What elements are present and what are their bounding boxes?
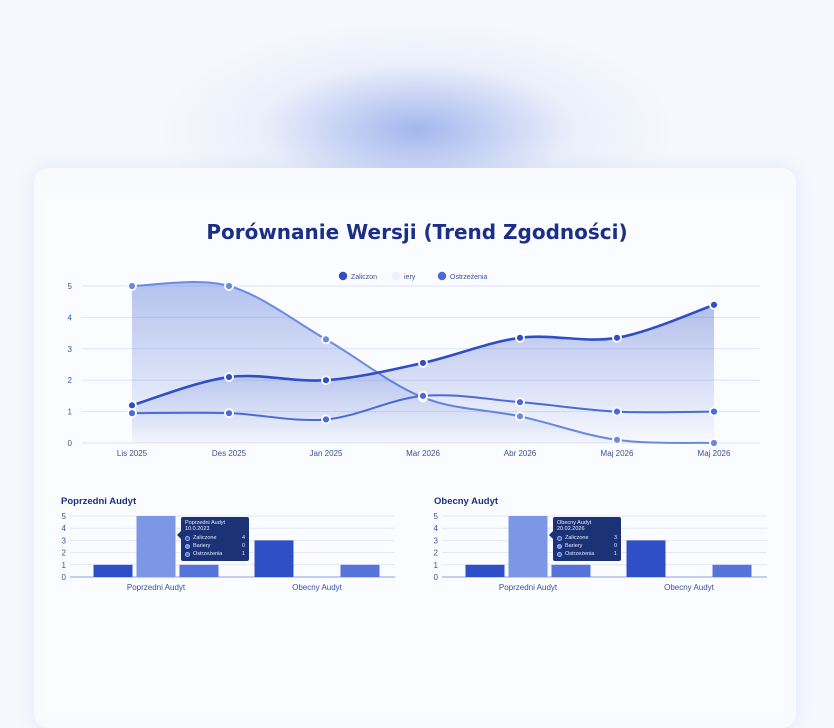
y-tick-label: 5 [434, 512, 439, 521]
tooltip-row-label: Ostrzeżenia [193, 551, 223, 557]
x-tick-label: Maj 2026 [698, 449, 731, 458]
data-point [612, 434, 622, 445]
data-point [515, 411, 525, 422]
data-point [418, 390, 428, 401]
tooltip-title: Obecny Audyt 20.02.2026 [557, 520, 592, 532]
legend-swatch-icon [185, 543, 190, 549]
page-title: Porównanie Wersji (Trend Zgodności) [206, 220, 628, 244]
legend-swatch-icon [557, 551, 562, 557]
data-point [515, 397, 525, 408]
y-tick-label: 2 [434, 549, 439, 558]
data-point [321, 375, 331, 386]
legend-label: Zaliczon [351, 274, 377, 281]
trend-line-chart: 0 1 2 3 4 5 Lis 2025 Des 2025 Jan 2025 Mar 2026 Ab… [68, 271, 760, 458]
data-point [321, 414, 331, 425]
y-tick-label: 0 [68, 439, 73, 448]
bar [254, 540, 294, 577]
y-tick-label: 4 [68, 313, 73, 322]
tooltip-row-label: Ostrzeżenia [565, 551, 595, 557]
tooltip-row: Ostrzeżenia 1 [185, 550, 245, 558]
tooltip-row-label: Zaliczone [565, 535, 589, 541]
tooltip-title: Poprzedni Audyt 10.0.2023 [185, 520, 226, 532]
y-tick-label: 3 [434, 536, 439, 545]
bar [551, 564, 591, 577]
tooltip-row-label: Bariery [565, 543, 583, 549]
bar [508, 516, 548, 577]
y-tick-label: 1 [434, 561, 439, 570]
data-point [709, 299, 719, 310]
x-tick-label: Abr 2026 [504, 449, 537, 458]
bar [712, 564, 752, 577]
data-point [709, 406, 719, 417]
legend-swatch-icon [338, 271, 348, 281]
data-point [709, 438, 719, 448]
data-point [321, 334, 331, 345]
data-point [612, 406, 622, 417]
y-tick-label: 2 [68, 376, 73, 385]
x-tick-label: Poprzedni Audyt [499, 583, 558, 592]
y-tick-label: 4 [434, 524, 439, 533]
bar [93, 564, 133, 577]
current-audit-bar-chart: 0 1 2 3 4 5 Poprzedni Audyt Obecny Audyt [434, 512, 767, 592]
tooltip-row-value: 0 [613, 543, 617, 549]
y-tick-label: 1 [68, 408, 73, 417]
data-point [418, 358, 428, 368]
y-tick-label: 2 [62, 549, 67, 558]
x-tick-label: Maj 2026 [601, 449, 634, 458]
data-point [127, 281, 137, 291]
x-tick-label: Jan 2025 [310, 449, 343, 458]
x-tick-label: Obecny Audyt [664, 583, 715, 592]
bar [465, 564, 505, 577]
current-audit-title: Obecny Audyt [434, 496, 499, 507]
tooltip-row-value: 1 [241, 551, 245, 557]
data-point [224, 408, 234, 419]
x-tick-label: Mar 2026 [406, 449, 440, 458]
legend-label: Ostrzeżenia [450, 274, 487, 281]
tooltip-row-value: 0 [241, 543, 245, 549]
legend-swatch-icon [185, 551, 190, 557]
y-tick-label: 5 [68, 282, 73, 291]
y-tick-label: 1 [62, 561, 67, 570]
bar [626, 540, 666, 577]
prev-audit-tooltip: Poprzedni Audyt 10.0.2023 Zaliczone 4 Ba… [177, 517, 249, 561]
y-tick-label: 4 [62, 524, 67, 533]
legend-swatch-icon [185, 535, 190, 541]
tooltip-row-value: 3 [613, 535, 617, 541]
tooltip-row-value: 4 [241, 535, 245, 541]
data-point [515, 332, 525, 343]
data-point [224, 281, 234, 291]
tooltip-row-label: Bariery [193, 543, 211, 549]
tooltip-row: Zaliczone 4 [185, 534, 245, 542]
x-tick-label: Des 2025 [212, 449, 247, 458]
data-point [127, 408, 137, 419]
legend-swatch-icon [437, 271, 447, 281]
y-tick-label: 0 [62, 573, 67, 582]
y-tick-label: 5 [62, 512, 67, 521]
tooltip-row: Zaliczone 3 [557, 534, 617, 542]
tooltip-row: Bariery 0 [557, 542, 617, 550]
prev-audit-title: Poprzedni Audyt [61, 496, 137, 507]
bar [340, 564, 380, 577]
current-audit-tooltip: Obecny Audyt 20.02.2026 Zaliczone 3 Bari… [549, 517, 621, 561]
bar [136, 516, 176, 577]
background-glow [0, 0, 834, 200]
x-tick-label: Poprzedni Audyt [127, 583, 186, 592]
legend-swatch-icon [557, 543, 562, 549]
data-point [612, 332, 622, 343]
legend-label: iery [404, 274, 416, 281]
y-tick-label: 3 [68, 345, 73, 354]
bar [179, 564, 219, 577]
x-tick-label: Lis 2025 [117, 449, 148, 458]
data-point [224, 372, 234, 382]
y-tick-label: 3 [62, 536, 67, 545]
tooltip-row: Ostrzeżenia 1 [557, 550, 617, 558]
y-tick-label: 0 [434, 573, 439, 582]
x-tick-label: Obecny Audyt [292, 583, 343, 592]
tooltip-row-label: Zaliczone [193, 535, 217, 541]
legend-swatch-icon [391, 271, 401, 281]
tooltip-row-value: 1 [613, 551, 617, 557]
legend-swatch-icon [557, 535, 562, 541]
tooltip-row: Bariery 0 [185, 542, 245, 550]
